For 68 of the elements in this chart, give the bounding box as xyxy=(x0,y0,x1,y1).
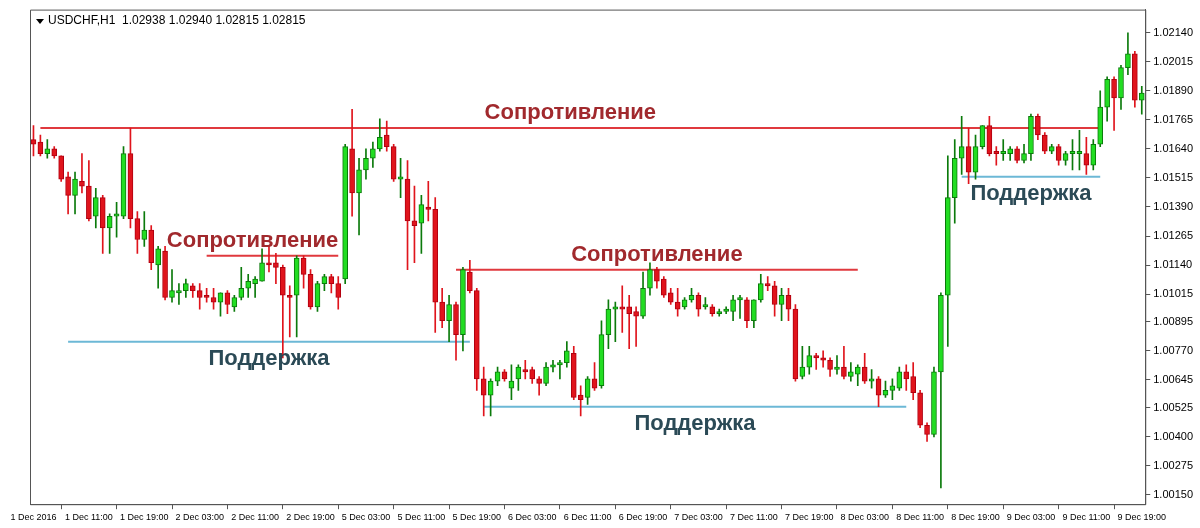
y-tick-label: 1.01515 xyxy=(1153,170,1193,183)
x-tick-label: 2 Dec 19:00 xyxy=(286,512,335,523)
series-label: Сопротивление xyxy=(484,99,657,125)
y-tick-label: 1.02140 xyxy=(1153,25,1193,38)
series-label: Поддержка xyxy=(208,344,331,370)
x-tick-label: 5 Dec 19:00 xyxy=(452,512,502,523)
candlestick xyxy=(557,359,563,380)
candlestick xyxy=(286,285,293,338)
x-tick-label: 9 Dec 19:00 xyxy=(1117,512,1167,523)
y-tick-label: 1.00275 xyxy=(1153,458,1193,471)
y-tick-label: 1.00150 xyxy=(1153,487,1193,500)
x-tick-label: 7 Dec 19:00 xyxy=(785,512,834,523)
y-tick-label: 1.01765 xyxy=(1153,112,1193,125)
candlestick xyxy=(577,385,584,417)
series-label: Сопротивление xyxy=(166,226,339,252)
x-tick-label: 7 Dec 03:00 xyxy=(674,512,723,523)
y-tick-label: 1.00770 xyxy=(1153,343,1193,356)
series-label: Поддержка xyxy=(970,179,1093,205)
y-tick-label: 1.01390 xyxy=(1153,200,1193,213)
candlestick xyxy=(44,139,51,159)
candlestick xyxy=(273,253,279,284)
y-tick-label: 1.02015 xyxy=(1153,54,1193,67)
x-tick-label: 1 Dec 2016 xyxy=(10,512,57,523)
y-tick-label: 1.00645 xyxy=(1153,373,1193,385)
x-tick-label: 5 Dec 11:00 xyxy=(397,512,446,523)
y-tick-label: 1.00525 xyxy=(1153,400,1193,413)
candlestick xyxy=(737,294,743,319)
x-tick-label: 6 Dec 03:00 xyxy=(507,512,557,523)
candlestick xyxy=(169,269,175,303)
x-tick-label: 1 Dec 19:00 xyxy=(120,512,169,523)
y-tick-label: 1.01640 xyxy=(1153,141,1193,154)
series-label: Сопротивление xyxy=(571,240,743,266)
x-tick-label: 7 Dec 11:00 xyxy=(729,512,778,523)
candlestick xyxy=(958,116,965,175)
x-tick-label: 9 Dec 03:00 xyxy=(1006,512,1056,523)
x-tick-label: 8 Dec 03:00 xyxy=(840,512,889,523)
x-tick-label: 6 Dec 19:00 xyxy=(618,512,668,523)
y-tick-label: 1.01265 xyxy=(1153,229,1193,242)
candlestick xyxy=(764,276,771,291)
candlestick xyxy=(612,301,619,342)
candlestick xyxy=(834,355,840,375)
y-tick-label: 1.00895 xyxy=(1153,314,1193,327)
x-tick-label: 8 Dec 19:00 xyxy=(951,512,1000,523)
candlestick xyxy=(813,352,820,370)
y-tick-label: 1.01890 xyxy=(1153,83,1193,96)
candlestick xyxy=(633,306,639,347)
x-tick-label: 9 Dec 11:00 xyxy=(1062,512,1111,523)
candlestick xyxy=(176,283,182,305)
candlestick xyxy=(820,350,826,368)
x-tick-label: 6 Dec 11:00 xyxy=(563,512,612,523)
y-tick-label: 1.01140 xyxy=(1153,258,1193,271)
y-tick-label: 1.01015 xyxy=(1153,287,1193,300)
y-tick-label: 1.00400 xyxy=(1153,429,1193,442)
x-tick-label: 2 Dec 03:00 xyxy=(175,512,224,523)
candlestick xyxy=(1000,139,1007,161)
candlestick xyxy=(425,181,432,222)
chart-title: USDCHF,H1 1.02938 1.02940 1.02815 1.02815 xyxy=(48,12,306,27)
candlestick xyxy=(619,285,626,333)
candlestick xyxy=(522,359,529,380)
x-tick-label: 8 Dec 11:00 xyxy=(896,512,945,523)
candlestick xyxy=(79,153,85,194)
x-tick-label: 2 Dec 11:00 xyxy=(231,512,280,523)
candlestick xyxy=(993,146,1000,166)
x-tick-label: 5 Dec 03:00 xyxy=(341,512,391,523)
x-tick-label: 1 Dec 11:00 xyxy=(64,512,113,523)
candlestick xyxy=(626,294,633,349)
series-label: Поддержка xyxy=(634,409,757,435)
candlestick xyxy=(252,276,258,298)
